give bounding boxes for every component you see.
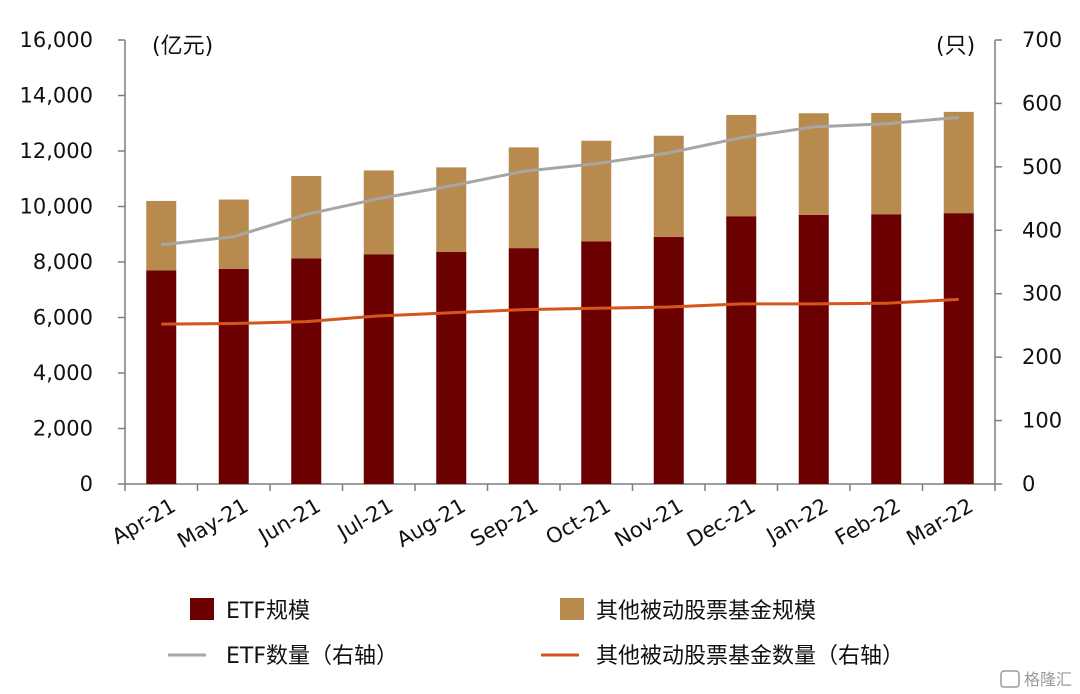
legend-label-etf-scale: ETF规模 — [226, 599, 310, 624]
bar-other-scale — [146, 200, 177, 271]
bar-other-scale — [798, 113, 829, 215]
right-tick-label: 300 — [1022, 282, 1062, 306]
line-other-count — [161, 297, 959, 326]
bar-etf-scale — [581, 241, 612, 484]
right-axis-unit: (只) — [936, 34, 975, 59]
bar-etf-scale — [943, 213, 974, 484]
x-category-label: Aug-21 — [393, 494, 470, 552]
left-tick-label: 0 — [80, 472, 93, 496]
x-category-label: Feb-22 — [831, 494, 905, 551]
left-axis-unit: (亿元) — [152, 34, 213, 59]
bar-other-scale — [581, 140, 612, 242]
bar-etf-scale — [508, 248, 539, 484]
left-tick-label: 4,000 — [33, 361, 93, 385]
left-tick-label: 16,000 — [20, 28, 93, 52]
bar-other-scale — [871, 112, 902, 215]
watermark-text: 格隆汇 — [1024, 670, 1072, 689]
watermark: 格隆汇 — [1000, 670, 1072, 689]
x-category-label: Jul-21 — [332, 494, 397, 546]
right-tick-label: 600 — [1022, 91, 1062, 115]
bar-etf-scale — [726, 216, 757, 484]
bar-other-scale — [363, 170, 394, 255]
legend-label-etf-count: ETF数量（右轴） — [226, 644, 398, 669]
right-tick-label: 500 — [1022, 155, 1062, 179]
x-category-label: Apr-21 — [108, 494, 180, 549]
bar-etf-scale — [146, 270, 177, 484]
left-tick-label: 10,000 — [20, 195, 93, 219]
left-tick-label: 2,000 — [33, 417, 93, 441]
legend-label-other-scale: 其他被动股票基金规模 — [596, 599, 816, 624]
right-tick-label: 400 — [1022, 218, 1062, 242]
line-etf-count — [161, 115, 959, 247]
right-tick-label: 0 — [1022, 472, 1035, 496]
legend: ETF规模 其他被动股票基金规模 ETF数量（右轴） 其他被动股票基金数量（右轴… — [168, 598, 904, 669]
x-category-label: Jan-22 — [761, 494, 832, 549]
bars — [146, 111, 974, 484]
x-category-label: May-21 — [173, 494, 252, 553]
bar-etf-scale — [291, 258, 322, 484]
x-category-label: Nov-21 — [611, 494, 688, 552]
x-category-label: Sep-21 — [466, 494, 542, 552]
right-tick-label: 100 — [1022, 409, 1062, 433]
bar-etf-scale — [871, 214, 902, 484]
legend-label-other-count: 其他被动股票基金数量（右轴） — [596, 644, 904, 669]
legend-swatch-etf-scale — [190, 598, 214, 620]
right-tick-label: 200 — [1022, 345, 1062, 369]
bar-etf-scale — [218, 268, 249, 484]
bar-other-scale — [436, 167, 467, 253]
bar-other-scale — [726, 114, 757, 217]
bar-etf-scale — [798, 214, 829, 484]
bar-other-scale — [508, 147, 539, 249]
x-category-label: Dec-21 — [683, 494, 760, 552]
legend-swatch-other-scale — [560, 598, 584, 620]
x-category-label: Oct-21 — [542, 494, 615, 550]
right-tick-label: 700 — [1022, 28, 1062, 52]
watermark-logo-icon — [1000, 670, 1020, 688]
bar-etf-scale — [363, 254, 394, 484]
axes — [118, 39, 1002, 491]
left-tick-label: 8,000 — [33, 250, 93, 274]
left-tick-label: 14,000 — [20, 84, 93, 108]
bar-etf-scale — [653, 237, 684, 484]
bar-etf-scale — [436, 252, 467, 484]
left-tick-label: 12,000 — [20, 139, 93, 163]
lines — [161, 115, 959, 326]
x-category-label: Jun-21 — [253, 494, 325, 549]
left-tick-label: 6,000 — [33, 306, 93, 330]
x-category-label: Mar-22 — [902, 494, 977, 551]
bar-other-scale — [943, 111, 974, 214]
